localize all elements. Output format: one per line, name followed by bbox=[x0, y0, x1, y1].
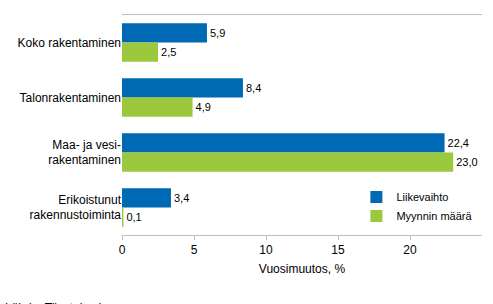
svg-text:2,5: 2,5 bbox=[161, 46, 176, 58]
svg-text:0: 0 bbox=[119, 243, 126, 257]
svg-text:Maa- ja vesi-rakentaminen: Maa- ja vesi-rakentaminen bbox=[48, 138, 121, 168]
svg-text:Vuosimuutos, %: Vuosimuutos, % bbox=[259, 262, 346, 276]
svg-text:15: 15 bbox=[331, 243, 345, 257]
svg-text:23,0: 23,0 bbox=[456, 156, 477, 168]
svg-text:22,4: 22,4 bbox=[448, 137, 469, 149]
svg-text:20: 20 bbox=[403, 243, 417, 257]
svg-text:Liikevaihto: Liikevaihto bbox=[396, 191, 448, 203]
svg-text:10: 10 bbox=[259, 243, 273, 257]
svg-text:8,4: 8,4 bbox=[246, 82, 261, 94]
svg-text:Koko rakentaminen: Koko rakentaminen bbox=[18, 36, 121, 50]
svg-text:Myynnin määrä: Myynnin määrä bbox=[396, 210, 472, 222]
svg-text:5: 5 bbox=[191, 243, 198, 257]
svg-text:Erikoistunutrakennustoiminta: Erikoistunutrakennustoiminta bbox=[30, 193, 122, 223]
svg-text:0,1: 0,1 bbox=[126, 211, 141, 223]
svg-text:5,9: 5,9 bbox=[210, 27, 225, 39]
svg-text:Talonrakentaminen: Talonrakentaminen bbox=[20, 91, 121, 105]
svg-text:Lähde: Tilastokeskus: Lähde: Tilastokeskus bbox=[5, 301, 117, 304]
svg-text:3,4: 3,4 bbox=[174, 192, 189, 204]
svg-text:4,9: 4,9 bbox=[196, 101, 211, 113]
